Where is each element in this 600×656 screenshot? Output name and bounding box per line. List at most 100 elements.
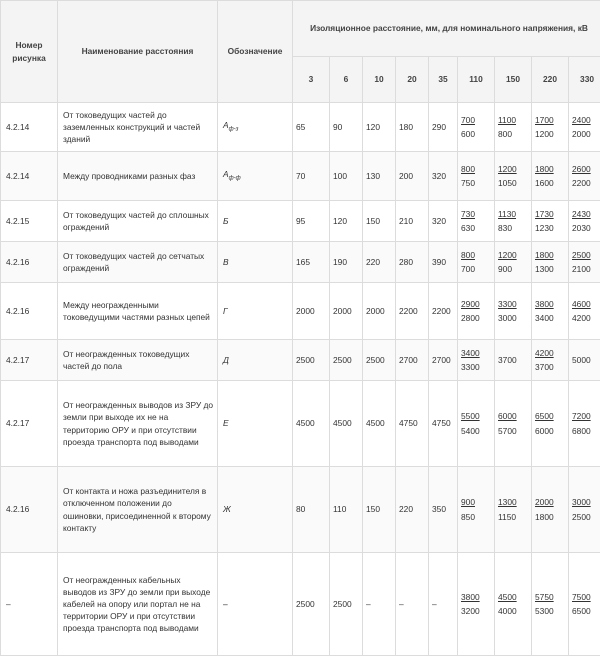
value-upper: 1800 bbox=[535, 163, 565, 175]
value-lower: 1200 bbox=[535, 128, 565, 140]
value-10kv: – bbox=[363, 553, 396, 656]
value-220kv: 1800 1600 bbox=[532, 152, 569, 201]
value-220kv: 1730 1230 bbox=[532, 201, 569, 242]
value-35kv: 4750 bbox=[429, 381, 458, 467]
value-lower: 850 bbox=[461, 511, 491, 523]
value-20kv: – bbox=[396, 553, 429, 656]
header-voltage-20: 20 bbox=[396, 56, 429, 102]
value-upper: 1700 bbox=[535, 114, 565, 126]
value-upper: 2900 bbox=[461, 298, 491, 310]
header-voltage-330: 330 bbox=[569, 56, 600, 102]
value-upper: 3400 bbox=[461, 347, 491, 359]
value-upper: 1200 bbox=[498, 163, 528, 175]
value-upper: 800 bbox=[461, 249, 491, 261]
value-3kv: 2500 bbox=[293, 340, 330, 381]
value-upper: 3800 bbox=[535, 298, 565, 310]
header-voltage-10: 10 bbox=[363, 56, 396, 102]
distance-name: От токоведущих частей до заземленных кон… bbox=[58, 103, 218, 152]
value-lower: 1230 bbox=[535, 222, 565, 234]
value-upper: 2430 bbox=[572, 208, 600, 220]
value-lower: 1600 bbox=[535, 177, 565, 189]
header-figure: Номер рисунка bbox=[1, 1, 58, 103]
value-20kv: 280 bbox=[396, 242, 429, 283]
value-10kv: 220 bbox=[363, 242, 396, 283]
value-3kv: 2000 bbox=[293, 283, 330, 340]
symbol-letter: Е bbox=[223, 418, 229, 428]
value-lower: 3400 bbox=[535, 312, 565, 324]
distance-symbol: Аф-з bbox=[218, 103, 293, 152]
value-220kv: 1700 1200 bbox=[532, 103, 569, 152]
value-upper: 1730 bbox=[535, 208, 565, 220]
distance-name: От неогражденных токоведущих частей до п… bbox=[58, 340, 218, 381]
value-upper: 800 bbox=[461, 163, 491, 175]
value-6kv: 100 bbox=[330, 152, 363, 201]
value-lower: 1050 bbox=[498, 177, 528, 189]
value-upper: 1800 bbox=[535, 249, 565, 261]
distance-name: От токоведущих частей до сетчатых огражд… bbox=[58, 242, 218, 283]
header-symbol: Обозначение bbox=[218, 1, 293, 103]
value-330kv: 5000 bbox=[569, 340, 600, 381]
value-10kv: 4500 bbox=[363, 381, 396, 467]
value-110kv: 2900 2800 bbox=[458, 283, 495, 340]
value-upper: 1300 bbox=[498, 496, 528, 508]
value-upper: 5500 bbox=[461, 410, 491, 422]
value-220kv: 3800 3400 bbox=[532, 283, 569, 340]
value-lower: 700 bbox=[461, 263, 491, 275]
value-35kv: 320 bbox=[429, 201, 458, 242]
value-lower: 2500 bbox=[572, 511, 600, 523]
value-10kv: 130 bbox=[363, 152, 396, 201]
figure-number: 4.2.16 bbox=[1, 242, 58, 283]
value-lower: 5000 bbox=[572, 355, 591, 365]
figure-number: 4.2.15 bbox=[1, 201, 58, 242]
figure-number: 4.2.16 bbox=[1, 467, 58, 553]
value-lower: 6500 bbox=[572, 605, 600, 617]
value-upper: 4500 bbox=[498, 591, 528, 603]
value-3kv: 4500 bbox=[293, 381, 330, 467]
value-lower: 750 bbox=[461, 177, 491, 189]
symbol-letter: Д bbox=[223, 355, 229, 365]
value-lower: 3300 bbox=[461, 361, 491, 373]
value-10kv: 150 bbox=[363, 467, 396, 553]
value-upper: 3000 bbox=[572, 496, 600, 508]
value-6kv: 2500 bbox=[330, 340, 363, 381]
value-lower: 900 bbox=[498, 263, 528, 275]
value-3kv: 95 bbox=[293, 201, 330, 242]
value-upper: 5750 bbox=[535, 591, 565, 603]
symbol-letter: – bbox=[223, 599, 228, 609]
value-lower: 2100 bbox=[572, 263, 600, 275]
value-lower: 3700 bbox=[498, 355, 517, 365]
value-35kv: 350 bbox=[429, 467, 458, 553]
value-lower: 2800 bbox=[461, 312, 491, 324]
value-6kv: 190 bbox=[330, 242, 363, 283]
symbol-subscript: ф-з bbox=[229, 127, 239, 133]
distance-name: Между проводниками разных фаз bbox=[58, 152, 218, 201]
value-lower: 3200 bbox=[461, 605, 491, 617]
table-row: –От неогражденных кабельных выводов из З… bbox=[1, 553, 600, 656]
value-lower: 830 bbox=[498, 222, 528, 234]
value-lower: 3000 bbox=[498, 312, 528, 324]
header-voltage-3: 3 bbox=[293, 56, 330, 102]
value-10kv: 2000 bbox=[363, 283, 396, 340]
value-6kv: 110 bbox=[330, 467, 363, 553]
value-20kv: 180 bbox=[396, 103, 429, 152]
value-upper: 6000 bbox=[498, 410, 528, 422]
symbol-letter: Г bbox=[223, 306, 228, 316]
distance-symbol: Б bbox=[218, 201, 293, 242]
header-name: Наименование расстояния bbox=[58, 1, 218, 103]
symbol-subscript: ф-ф bbox=[229, 176, 241, 182]
